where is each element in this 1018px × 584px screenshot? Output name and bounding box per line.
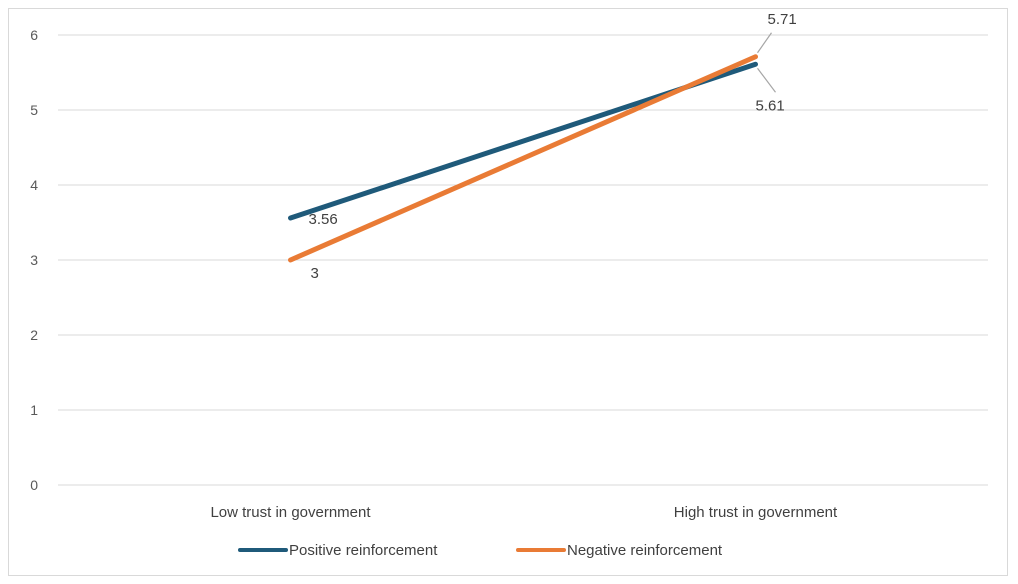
leader-line: [757, 67, 776, 93]
series-line-negative: [288, 54, 758, 263]
x-tick-label: Low trust in government: [210, 504, 371, 521]
y-tick-label: 5: [30, 102, 38, 118]
data-label: 3.56: [309, 211, 338, 228]
y-axis-ticks: 0 1 2 3 4 5 6: [30, 27, 38, 493]
leader-line: [757, 32, 772, 54]
legend-label: Negative reinforcement: [567, 542, 723, 559]
label-leader-lines: [757, 32, 776, 93]
chart-frame: [8, 8, 1008, 576]
x-tick-label: High trust in government: [674, 504, 838, 521]
data-label: 5.61: [756, 97, 785, 114]
y-tick-label: 3: [30, 252, 38, 268]
y-tick-label: 2: [30, 327, 38, 343]
series-lines: [288, 54, 758, 263]
legend: Positive reinforcement Negative reinforce…: [238, 542, 723, 559]
data-label: 3: [311, 265, 319, 282]
gridlines: [58, 34, 988, 486]
y-tick-label: 1: [30, 402, 38, 418]
data-label: 5.71: [768, 11, 797, 28]
y-tick-label: 0: [30, 477, 38, 493]
x-axis-ticks: Low trust in government High trust in gov…: [210, 504, 838, 521]
legend-label: Positive reinforcement: [289, 542, 438, 559]
y-tick-label: 4: [30, 177, 38, 193]
y-tick-label: 6: [30, 27, 38, 43]
data-labels: 3.56 5.61 3 5.71: [309, 11, 797, 282]
